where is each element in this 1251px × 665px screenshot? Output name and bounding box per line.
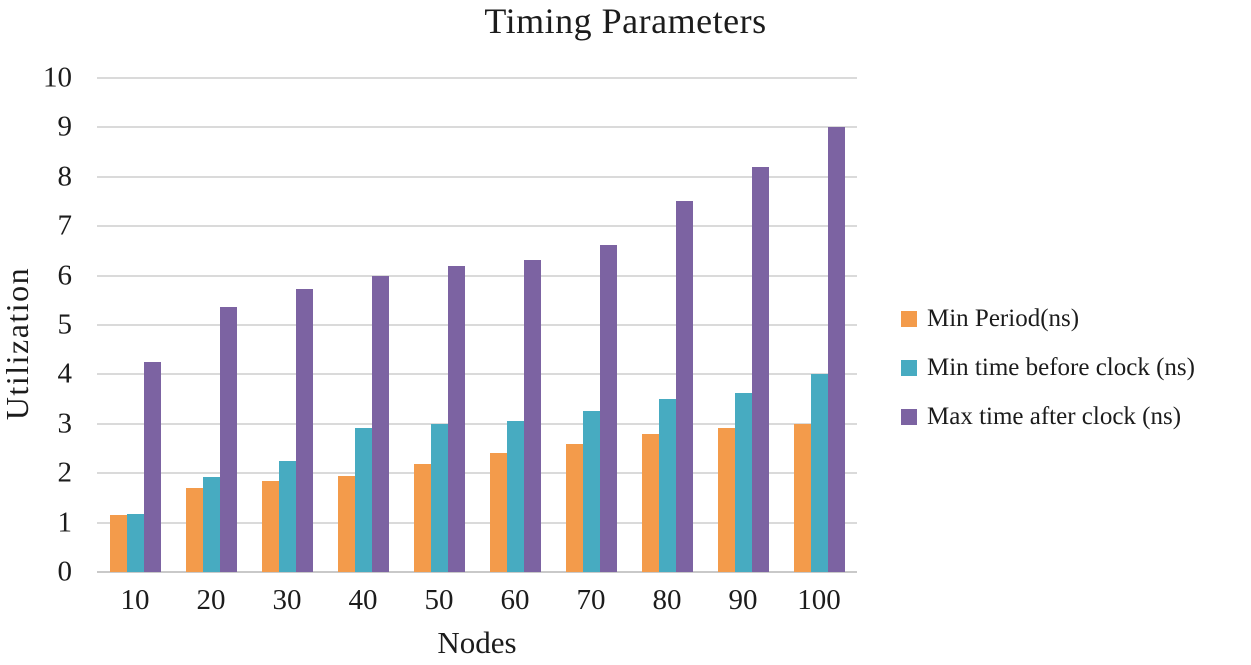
bar-min-time-before-clock-ns-nodes-60 xyxy=(506,421,524,572)
bar-min-period-ns-nodes-30 xyxy=(261,480,279,572)
gridline-y-9 xyxy=(97,126,857,129)
legend-label: Min time before clock (ns) xyxy=(927,353,1195,381)
x-tick-label-30: 30 xyxy=(272,584,302,616)
legend-item-1: Min time before clock (ns) xyxy=(901,351,1195,385)
y-tick-label-9: 9 xyxy=(57,110,73,143)
gridline-y-1 xyxy=(97,521,857,524)
chart-title: Timing Parameters xyxy=(484,1,767,41)
bar-max-time-after-clock-ns-nodes-20 xyxy=(219,306,237,572)
legend-swatch-icon xyxy=(901,360,917,376)
y-tick-label-10: 10 xyxy=(43,61,72,94)
legend-swatch-icon xyxy=(901,409,917,425)
bar-min-time-before-clock-ns-nodes-20 xyxy=(202,477,220,572)
bar-group-nodes-10 xyxy=(97,78,173,572)
bar-max-time-after-clock-ns-nodes-90 xyxy=(751,166,769,572)
bar-group-nodes-100 xyxy=(781,78,857,572)
y-axis-tick-labels: 0 1 2 3 4 5 6 7 8 9 10 xyxy=(0,63,73,586)
bar-group-nodes-40 xyxy=(325,78,401,572)
gridline-y-10 xyxy=(97,77,857,79)
x-axis-title: Nodes xyxy=(437,625,517,660)
bar-min-time-before-clock-ns-nodes-80 xyxy=(658,399,676,572)
legend: Min Period(ns) Min time before clock (ns)… xyxy=(901,302,1195,434)
legend-item-2: Max time after clock (ns) xyxy=(901,400,1195,434)
bar-group-nodes-70 xyxy=(553,78,629,572)
bar-min-time-before-clock-ns-nodes-10 xyxy=(126,514,144,572)
bar-min-period-ns-nodes-80 xyxy=(641,433,659,572)
gridline-y-7 xyxy=(97,225,857,228)
bar-max-time-after-clock-ns-nodes-100 xyxy=(827,127,845,572)
bar-max-time-after-clock-ns-nodes-40 xyxy=(371,275,389,572)
x-tick-label-40: 40 xyxy=(348,584,378,616)
y-tick-label-3: 3 xyxy=(57,407,73,440)
y-tick-label-7: 7 xyxy=(57,209,73,242)
gridline-y-4 xyxy=(97,373,857,376)
legend-label: Max time after clock (ns) xyxy=(927,402,1182,430)
bar-min-period-ns-nodes-70 xyxy=(565,443,583,572)
bar-group-nodes-60 xyxy=(477,78,553,572)
bar-min-time-before-clock-ns-nodes-100 xyxy=(810,374,828,572)
x-tick-label-60: 60 xyxy=(500,584,530,616)
bar-max-time-after-clock-ns-nodes-50 xyxy=(447,265,465,572)
y-tick-label-6: 6 xyxy=(57,259,73,292)
bar-group-nodes-80 xyxy=(629,78,705,572)
gridline-y-3 xyxy=(97,422,857,425)
y-tick-label-5: 5 xyxy=(57,308,73,341)
gridline-y-8 xyxy=(97,175,857,178)
bar-min-period-ns-nodes-50 xyxy=(413,464,431,572)
gridline-y-2 xyxy=(97,472,857,475)
x-tick-label-70: 70 xyxy=(576,584,606,616)
y-tick-label-8: 8 xyxy=(57,160,73,193)
legend-swatch-icon xyxy=(901,311,917,327)
bar-min-time-before-clock-ns-nodes-40 xyxy=(354,427,372,572)
bar-min-period-ns-nodes-10 xyxy=(109,515,127,572)
bar-min-period-ns-nodes-90 xyxy=(717,427,735,572)
x-tick-label-50: 50 xyxy=(424,584,454,616)
x-tick-label-20: 20 xyxy=(196,584,226,616)
x-tick-label-80: 80 xyxy=(652,584,682,616)
bar-max-time-after-clock-ns-nodes-60 xyxy=(523,259,541,572)
y-tick-label-0: 0 xyxy=(57,555,73,588)
bar-min-time-before-clock-ns-nodes-50 xyxy=(430,423,448,572)
bar-min-time-before-clock-ns-nodes-90 xyxy=(734,393,752,572)
bar-max-time-after-clock-ns-nodes-80 xyxy=(675,200,693,572)
bar-max-time-after-clock-ns-nodes-10 xyxy=(143,362,161,572)
bar-min-time-before-clock-ns-nodes-30 xyxy=(278,460,296,572)
gridline-y-6 xyxy=(97,274,857,277)
bar-group-nodes-90 xyxy=(705,78,781,572)
bar-min-period-ns-nodes-40 xyxy=(337,475,355,572)
legend-item-0: Min Period(ns) xyxy=(901,302,1195,336)
bar-min-period-ns-nodes-100 xyxy=(793,423,811,572)
x-axis-tick-labels: 10 20 30 40 50 60 70 80 90 100 xyxy=(97,583,857,618)
bar-max-time-after-clock-ns-nodes-70 xyxy=(599,244,617,572)
y-tick-label-1: 1 xyxy=(57,506,73,539)
legend-label: Min Period(ns) xyxy=(927,304,1080,332)
plot-area xyxy=(97,77,857,573)
gridline-y-5 xyxy=(97,324,857,326)
x-tick-label-90: 90 xyxy=(728,584,758,616)
y-tick-label-2: 2 xyxy=(57,456,73,489)
x-tick-label-10: 10 xyxy=(120,584,150,616)
bar-group-nodes-50 xyxy=(401,78,477,572)
bar-groups xyxy=(97,78,857,572)
bar-group-nodes-20 xyxy=(173,78,249,572)
gridline-y-0 xyxy=(97,571,857,573)
bar-min-period-ns-nodes-60 xyxy=(489,453,507,572)
bar-min-time-before-clock-ns-nodes-70 xyxy=(582,411,600,572)
x-tick-label-100: 100 xyxy=(797,584,841,616)
y-tick-label-4: 4 xyxy=(57,357,73,390)
bar-min-period-ns-nodes-20 xyxy=(185,488,203,572)
bar-group-nodes-30 xyxy=(249,78,325,572)
bar-max-time-after-clock-ns-nodes-30 xyxy=(295,289,313,572)
